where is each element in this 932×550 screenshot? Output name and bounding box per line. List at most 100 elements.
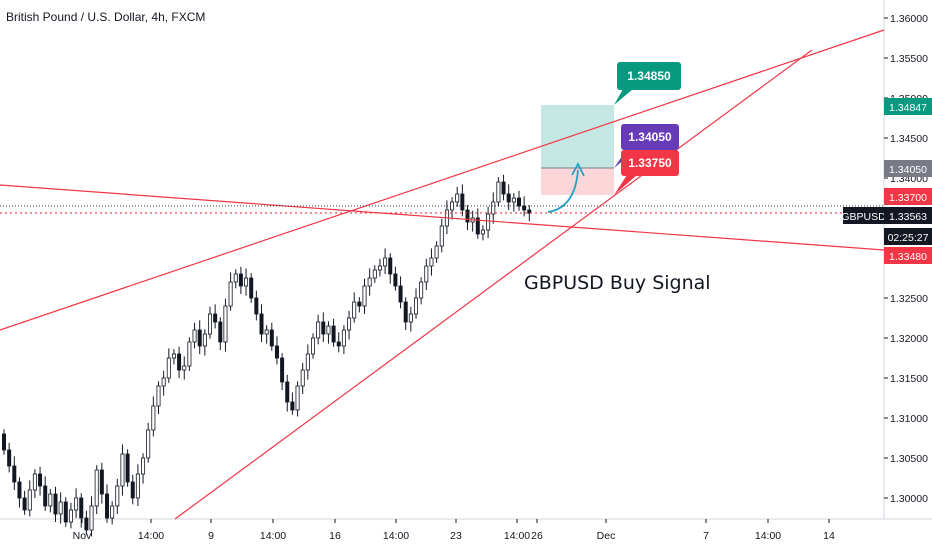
candle [372,265,377,283]
price-tag: 1.34847 [884,98,932,115]
chart-title: British Pound / U.S. Dollar, 4h, FXCM [6,10,205,24]
candle [166,348,171,383]
candle-body [48,493,53,507]
price-tag-bg [884,207,932,224]
candle [48,489,53,513]
candle [316,314,321,345]
candle [331,318,336,347]
y-tick-label: 1.32500 [890,293,928,305]
candle [79,493,84,528]
candle-body [527,209,532,214]
candle-body [295,385,300,411]
candle [53,486,58,522]
y-tick-label: 1.32000 [890,333,928,345]
price-tag-bg [843,207,884,224]
target-zone [541,105,614,168]
candle [434,241,439,263]
candle [341,325,346,354]
candle [465,205,470,230]
y-tick-label: 1.36000 [890,13,928,25]
candle [480,225,485,241]
candle [197,320,202,354]
candle [58,492,63,524]
price-tag-bg [884,98,932,115]
buy-signal-annotation: GBPUSD Buy Signal [524,272,711,294]
x-tick-label: 14 [823,530,835,542]
candle [218,317,223,350]
price-tag: 1.33700 [884,188,932,205]
candle [450,197,455,220]
price-tag-bg [884,247,932,264]
candle-body [475,217,480,235]
x-tick-label: Dec [597,530,616,542]
candle-body [12,465,17,483]
candle [527,205,532,222]
callout-box [617,62,681,90]
candle [141,453,146,484]
x-tick-label: 9 [208,530,214,542]
trendlines [0,29,885,520]
candle-body [202,333,207,347]
candle [125,449,130,487]
candle-body [511,197,516,203]
candle [202,329,207,356]
candle-body [264,329,269,335]
candle-body [223,305,228,343]
candle [84,510,89,535]
candle [105,484,110,523]
price-tag: 1.34050 [884,160,932,177]
candle [38,466,43,496]
candle-body [413,297,418,315]
candle [94,465,99,514]
candle-body [393,273,398,287]
candle [63,497,68,527]
candle [22,490,27,515]
candle [74,488,79,518]
candle-body [357,301,362,307]
candle-body [491,201,496,215]
price-tag: 1.33563 [884,207,932,224]
candle-body [522,205,527,211]
candle-body [486,213,491,231]
candle [249,273,254,303]
candle-body [244,277,249,287]
candle [347,310,352,340]
candle-body [146,429,151,459]
candle-body [207,313,212,335]
candle [2,429,7,455]
candle [357,297,362,313]
candle [486,206,491,238]
x-tick-label: Nov [73,530,92,542]
candle-body [238,273,243,287]
y-tick-label: 1.31000 [890,413,928,425]
candle [367,268,372,296]
candle [161,370,166,396]
candle [43,476,48,511]
y-tick-label: 1.30000 [890,493,928,505]
lower-channel-line [174,49,813,520]
candle [393,266,398,291]
candles [2,174,532,537]
candle [388,253,393,284]
x-tick-label: 14:00 [755,530,781,542]
candle-body [455,193,460,203]
candle [156,381,161,414]
candle [403,297,408,330]
callout-pointer [614,175,637,195]
candle-body [316,321,321,339]
callout-label: 1.34850 [627,69,671,83]
candle [32,469,37,498]
candle-body [269,329,274,347]
candle [12,456,17,490]
callout-label: 1.34050 [628,130,672,144]
candle [280,353,285,390]
candle-body [38,473,43,487]
candle [223,298,228,352]
candle [305,344,310,380]
candle-body [249,277,254,299]
descending-line [0,184,885,251]
candle [517,190,522,211]
candle-body [362,285,367,307]
candle [326,321,331,344]
